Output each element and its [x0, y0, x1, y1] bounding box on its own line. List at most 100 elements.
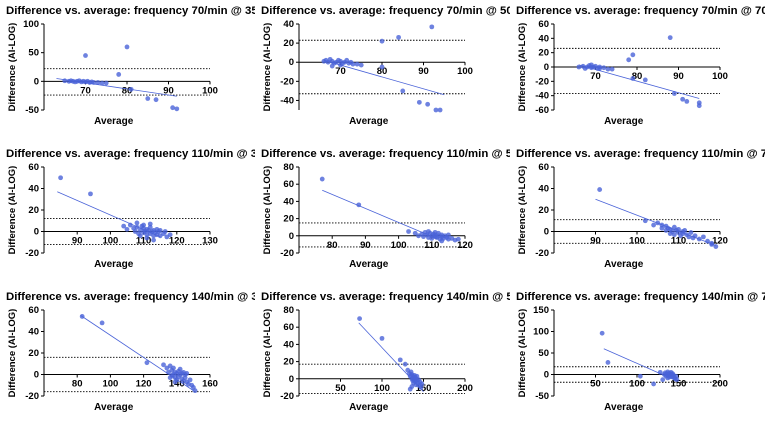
data-point — [642, 77, 648, 83]
x-axis-label: Average — [349, 402, 389, 413]
data-point — [62, 78, 68, 84]
chart-panel-2: Difference vs. average: frequency 70/min… — [261, 5, 510, 127]
x-tick-label: 90 — [360, 240, 371, 251]
data-point — [192, 388, 198, 394]
data-point — [671, 232, 677, 238]
data-point — [439, 238, 445, 244]
data-point — [433, 107, 439, 113]
chart-title: Difference vs. average: frequency 70/min… — [516, 5, 765, 17]
y-tick-label: 40 — [538, 33, 549, 44]
data-point — [684, 99, 690, 104]
data-point — [674, 377, 680, 383]
x-tick-label: 120 — [712, 236, 728, 247]
data-point — [144, 235, 150, 241]
y-tick-label: 0 — [34, 76, 39, 87]
x-tick-label: 100 — [391, 240, 407, 251]
data-point — [642, 218, 648, 224]
data-point — [696, 236, 702, 242]
data-point — [588, 62, 594, 68]
y-tick-label: 100 — [533, 327, 549, 338]
y-tick-label: -60 — [535, 105, 549, 116]
data-point — [397, 357, 403, 363]
x-tick-label: 110 — [136, 236, 151, 247]
x-axis-label: Average — [604, 402, 644, 413]
data-point — [116, 72, 122, 77]
y-tick-label: 100 — [23, 19, 39, 30]
data-point — [605, 360, 611, 365]
y-tick-label: 0 — [544, 370, 549, 381]
data-point — [660, 377, 666, 383]
x-tick-label: 120 — [169, 236, 185, 247]
data-point — [701, 234, 706, 240]
y-tick-label: 60 — [28, 162, 39, 173]
x-tick-label: 100 — [202, 85, 218, 96]
data-point — [88, 191, 93, 197]
y-tick-label: -20 — [535, 248, 549, 259]
y-tick-label: 20 — [538, 205, 549, 216]
data-point — [79, 314, 85, 319]
chart-title: Difference vs. average: frequency 110/mi… — [261, 148, 510, 160]
x-tick-label: 80 — [72, 379, 83, 390]
y-tick-label: 60 — [283, 322, 294, 333]
data-point — [171, 365, 176, 371]
y-tick-label: 0 — [289, 57, 294, 68]
x-tick-label: 90 — [418, 66, 429, 77]
x-axis-label: Average — [94, 116, 134, 127]
x-tick-label: 90 — [163, 85, 174, 96]
x-tick-label: 90 — [673, 71, 684, 82]
data-point — [601, 65, 607, 71]
x-axis-label: Average — [349, 116, 389, 127]
data-point — [651, 222, 656, 228]
data-point — [379, 64, 385, 70]
y-tick-label: 40 — [28, 327, 39, 338]
y-tick-label: 150 — [533, 305, 549, 316]
x-tick-label: 90 — [590, 236, 601, 247]
data-point — [147, 221, 153, 227]
data-point — [187, 377, 193, 383]
y-tick-label: 40 — [283, 19, 294, 30]
x-tick-label: 160 — [202, 379, 218, 390]
data-point — [396, 34, 401, 40]
y-axis-label: Difference (AI-LOG) — [7, 166, 18, 255]
y-tick-label: 20 — [28, 205, 39, 216]
x-tick-label: 150 — [416, 383, 432, 394]
data-point — [692, 233, 698, 239]
x-axis-label: Average — [94, 402, 134, 413]
y-tick-label: 0 — [289, 231, 294, 242]
data-point — [157, 228, 163, 233]
data-point — [121, 223, 127, 229]
x-tick-label: 200 — [712, 379, 728, 390]
y-tick-label: -50 — [535, 391, 549, 402]
data-point — [167, 375, 173, 381]
y-tick-label: -20 — [25, 248, 39, 259]
data-point — [356, 202, 362, 208]
x-tick-label: 100 — [629, 236, 645, 247]
regression-line — [322, 189, 439, 240]
y-tick-label: -20 — [280, 248, 294, 259]
y-tick-label: -20 — [280, 391, 294, 402]
chart-panel-9: Difference vs. average: frequency 140/mi… — [516, 291, 765, 413]
data-point — [338, 62, 343, 68]
data-point — [134, 224, 140, 230]
data-point — [630, 76, 636, 81]
data-point — [167, 232, 173, 238]
y-tick-label: -20 — [25, 391, 39, 402]
data-point — [597, 187, 603, 192]
data-point — [153, 97, 159, 103]
data-point — [83, 53, 88, 58]
y-tick-label: 0 — [289, 374, 294, 385]
data-point — [605, 66, 611, 72]
y-axis-label: Difference (AI-LOG) — [7, 23, 18, 112]
data-point — [134, 220, 140, 226]
x-tick-label: 80 — [632, 71, 643, 82]
data-point — [177, 366, 183, 372]
data-point — [144, 360, 150, 366]
data-point — [680, 96, 686, 102]
data-point — [357, 316, 362, 321]
y-tick-label: 40 — [283, 339, 294, 350]
data-point — [400, 88, 406, 94]
chart-title: Difference vs. average: frequency 140/mi… — [516, 291, 765, 303]
chart-panel-5: Difference vs. average: frequency 110/mi… — [261, 148, 510, 270]
data-point — [419, 381, 425, 387]
x-axis-label: Average — [349, 259, 389, 270]
